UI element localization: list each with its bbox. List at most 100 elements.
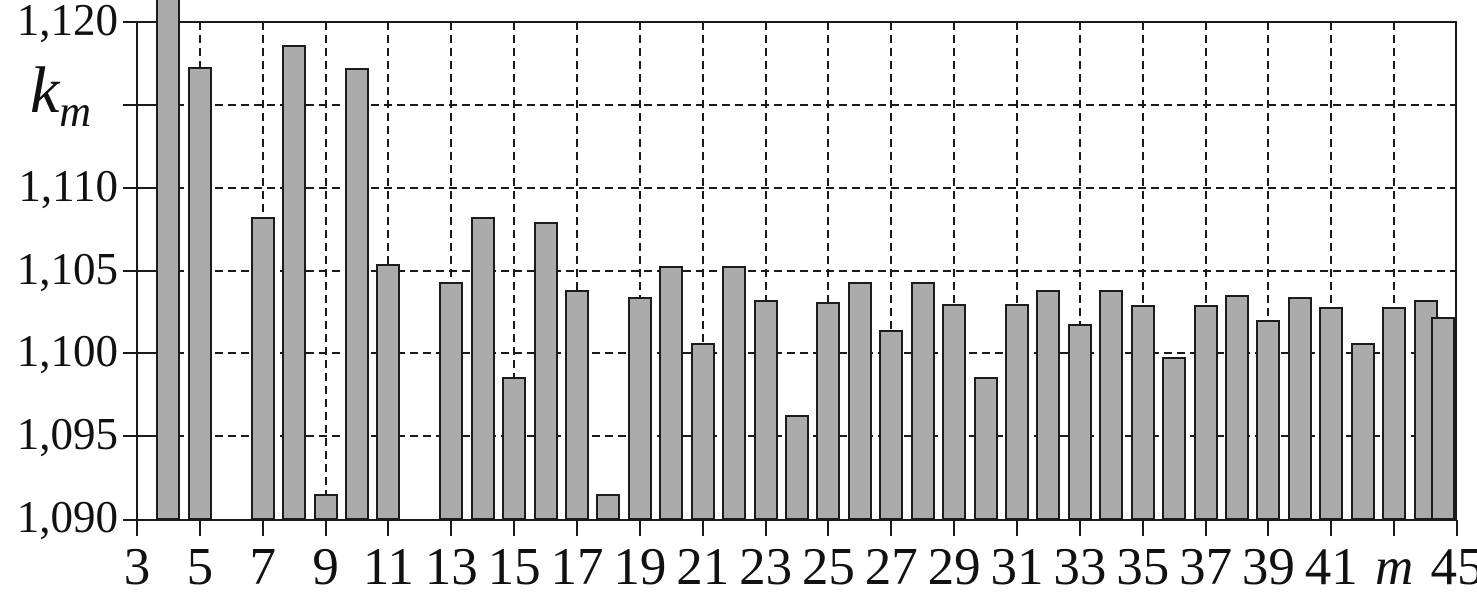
bar-m-22 — [722, 265, 747, 520]
bar-m-43 — [1382, 306, 1407, 520]
y-axis-label-sub-m: m — [59, 87, 92, 136]
bar-m-36 — [1162, 356, 1187, 520]
bar-m-4 — [156, 0, 181, 520]
bar-m-28 — [910, 282, 935, 520]
x-tick-label-15: 15 — [487, 538, 541, 596]
x-tick-label-11: 11 — [362, 538, 414, 596]
bar-m-20 — [659, 265, 684, 520]
bar-m-8 — [282, 45, 307, 520]
bar-m-14 — [470, 217, 495, 520]
bar-m-21 — [690, 343, 715, 520]
y-tick-label-1110: 1,110 — [18, 160, 118, 211]
x-tick-7 — [261, 520, 264, 536]
x-tick-label-37: 37 — [1179, 538, 1233, 596]
bar-m-7 — [250, 217, 275, 520]
bar-m-24 — [785, 414, 809, 520]
h-gridline-1110 — [137, 186, 1457, 189]
x-tick-3 — [136, 520, 138, 536]
x-tick-33 — [1078, 520, 1081, 536]
x-tick-label-21: 21 — [676, 538, 730, 596]
x-tick-label-19: 19 — [613, 538, 667, 596]
y-tick-1100 — [123, 352, 153, 355]
y-tick-label-1105: 1,105 — [16, 243, 118, 294]
x-tick-17 — [576, 520, 578, 536]
y-axis-label-k: k — [30, 54, 60, 127]
x-tick-label-25: 25 — [801, 538, 855, 596]
bar-m-27 — [879, 330, 904, 520]
x-tick-label-41: 41 — [1304, 538, 1358, 596]
bar-m-38 — [1225, 295, 1249, 520]
bar-m-35 — [1130, 305, 1155, 520]
y-tick-label-1100: 1,100 — [16, 326, 118, 377]
bar-m-10 — [345, 68, 369, 520]
x-tick-5 — [198, 520, 201, 536]
x-tick-label-3: 3 — [123, 538, 151, 596]
bar-m-19 — [627, 297, 652, 520]
bar-m-34 — [1099, 290, 1124, 520]
x-tick-label-7: 7 — [249, 538, 276, 596]
x-tick-23 — [764, 520, 767, 536]
x-tick-25 — [827, 520, 830, 536]
x-tick-label-31: 31 — [990, 538, 1044, 596]
bar-m-17 — [565, 290, 589, 520]
y-tick-1110 — [123, 186, 153, 189]
x-tick-label-23: 23 — [739, 538, 793, 596]
bar-m-39 — [1256, 320, 1281, 520]
x-tick-29 — [953, 520, 956, 536]
h-gridline-1115 — [137, 103, 1457, 106]
x-tick-label-45: 45 — [1430, 538, 1477, 596]
x-tick-27 — [890, 520, 893, 536]
bar-m-42 — [1350, 343, 1375, 520]
bar-m-13 — [439, 282, 464, 520]
bar-m-30 — [973, 376, 998, 520]
bar-m-23 — [753, 300, 778, 520]
bar-m-5 — [187, 66, 212, 520]
x-tick-19 — [638, 520, 641, 536]
x-axis-line — [123, 519, 1457, 521]
x-tick-label-35: 35 — [1116, 538, 1170, 596]
x-tick-label-9: 9 — [312, 538, 339, 596]
bar-m-40 — [1287, 297, 1312, 520]
bar-m-11 — [376, 263, 401, 520]
y-tick-1105 — [123, 269, 153, 272]
x-tick-label-27: 27 — [864, 538, 918, 596]
x-tick-11 — [387, 520, 390, 536]
bar-m-18 — [596, 494, 621, 520]
y-tick-label-1095: 1,095 — [16, 409, 118, 460]
y-tick-label-1090: 1,090 — [16, 492, 118, 542]
y-tick-1095 — [123, 435, 153, 438]
bar-m-29 — [942, 303, 967, 520]
x-tick-43 — [1393, 520, 1396, 536]
x-tick-37 — [1204, 520, 1207, 536]
x-tick-label-5: 5 — [186, 538, 214, 596]
h-gridline-1105 — [137, 269, 1457, 272]
y-axis-line — [136, 21, 138, 536]
x-tick-39 — [1267, 520, 1270, 536]
bar-m-33 — [1067, 323, 1092, 520]
bar-m-26 — [847, 282, 872, 520]
bar-m-37 — [1193, 305, 1218, 520]
x-tick-21 — [701, 520, 704, 536]
x-tick-label-29: 29 — [927, 538, 981, 596]
x-tick-label-17: 17 — [550, 538, 604, 596]
x-tick-31 — [1016, 520, 1018, 536]
h-gridline-1100 — [137, 352, 1457, 355]
x-tick-9 — [324, 520, 327, 536]
x-tick-label-33: 33 — [1053, 538, 1107, 596]
bar-m-9 — [313, 494, 338, 520]
x-tick-label-13: 13 — [424, 538, 478, 596]
x-tick-35 — [1141, 520, 1144, 536]
bar-m-25 — [816, 301, 841, 520]
bar-m-15 — [502, 376, 527, 520]
x-tick-45 — [1456, 520, 1458, 536]
bar-m-45 — [1431, 316, 1455, 520]
bar-m-31 — [1005, 303, 1029, 520]
x-tick-label-39: 39 — [1241, 538, 1295, 596]
x-tick-13 — [450, 520, 453, 536]
x-tick-label-43: m — [1375, 538, 1414, 596]
y-tick-1115 — [123, 103, 153, 106]
x-tick-15 — [513, 520, 516, 536]
y-tick-label-1120: 1,120 — [16, 0, 118, 45]
